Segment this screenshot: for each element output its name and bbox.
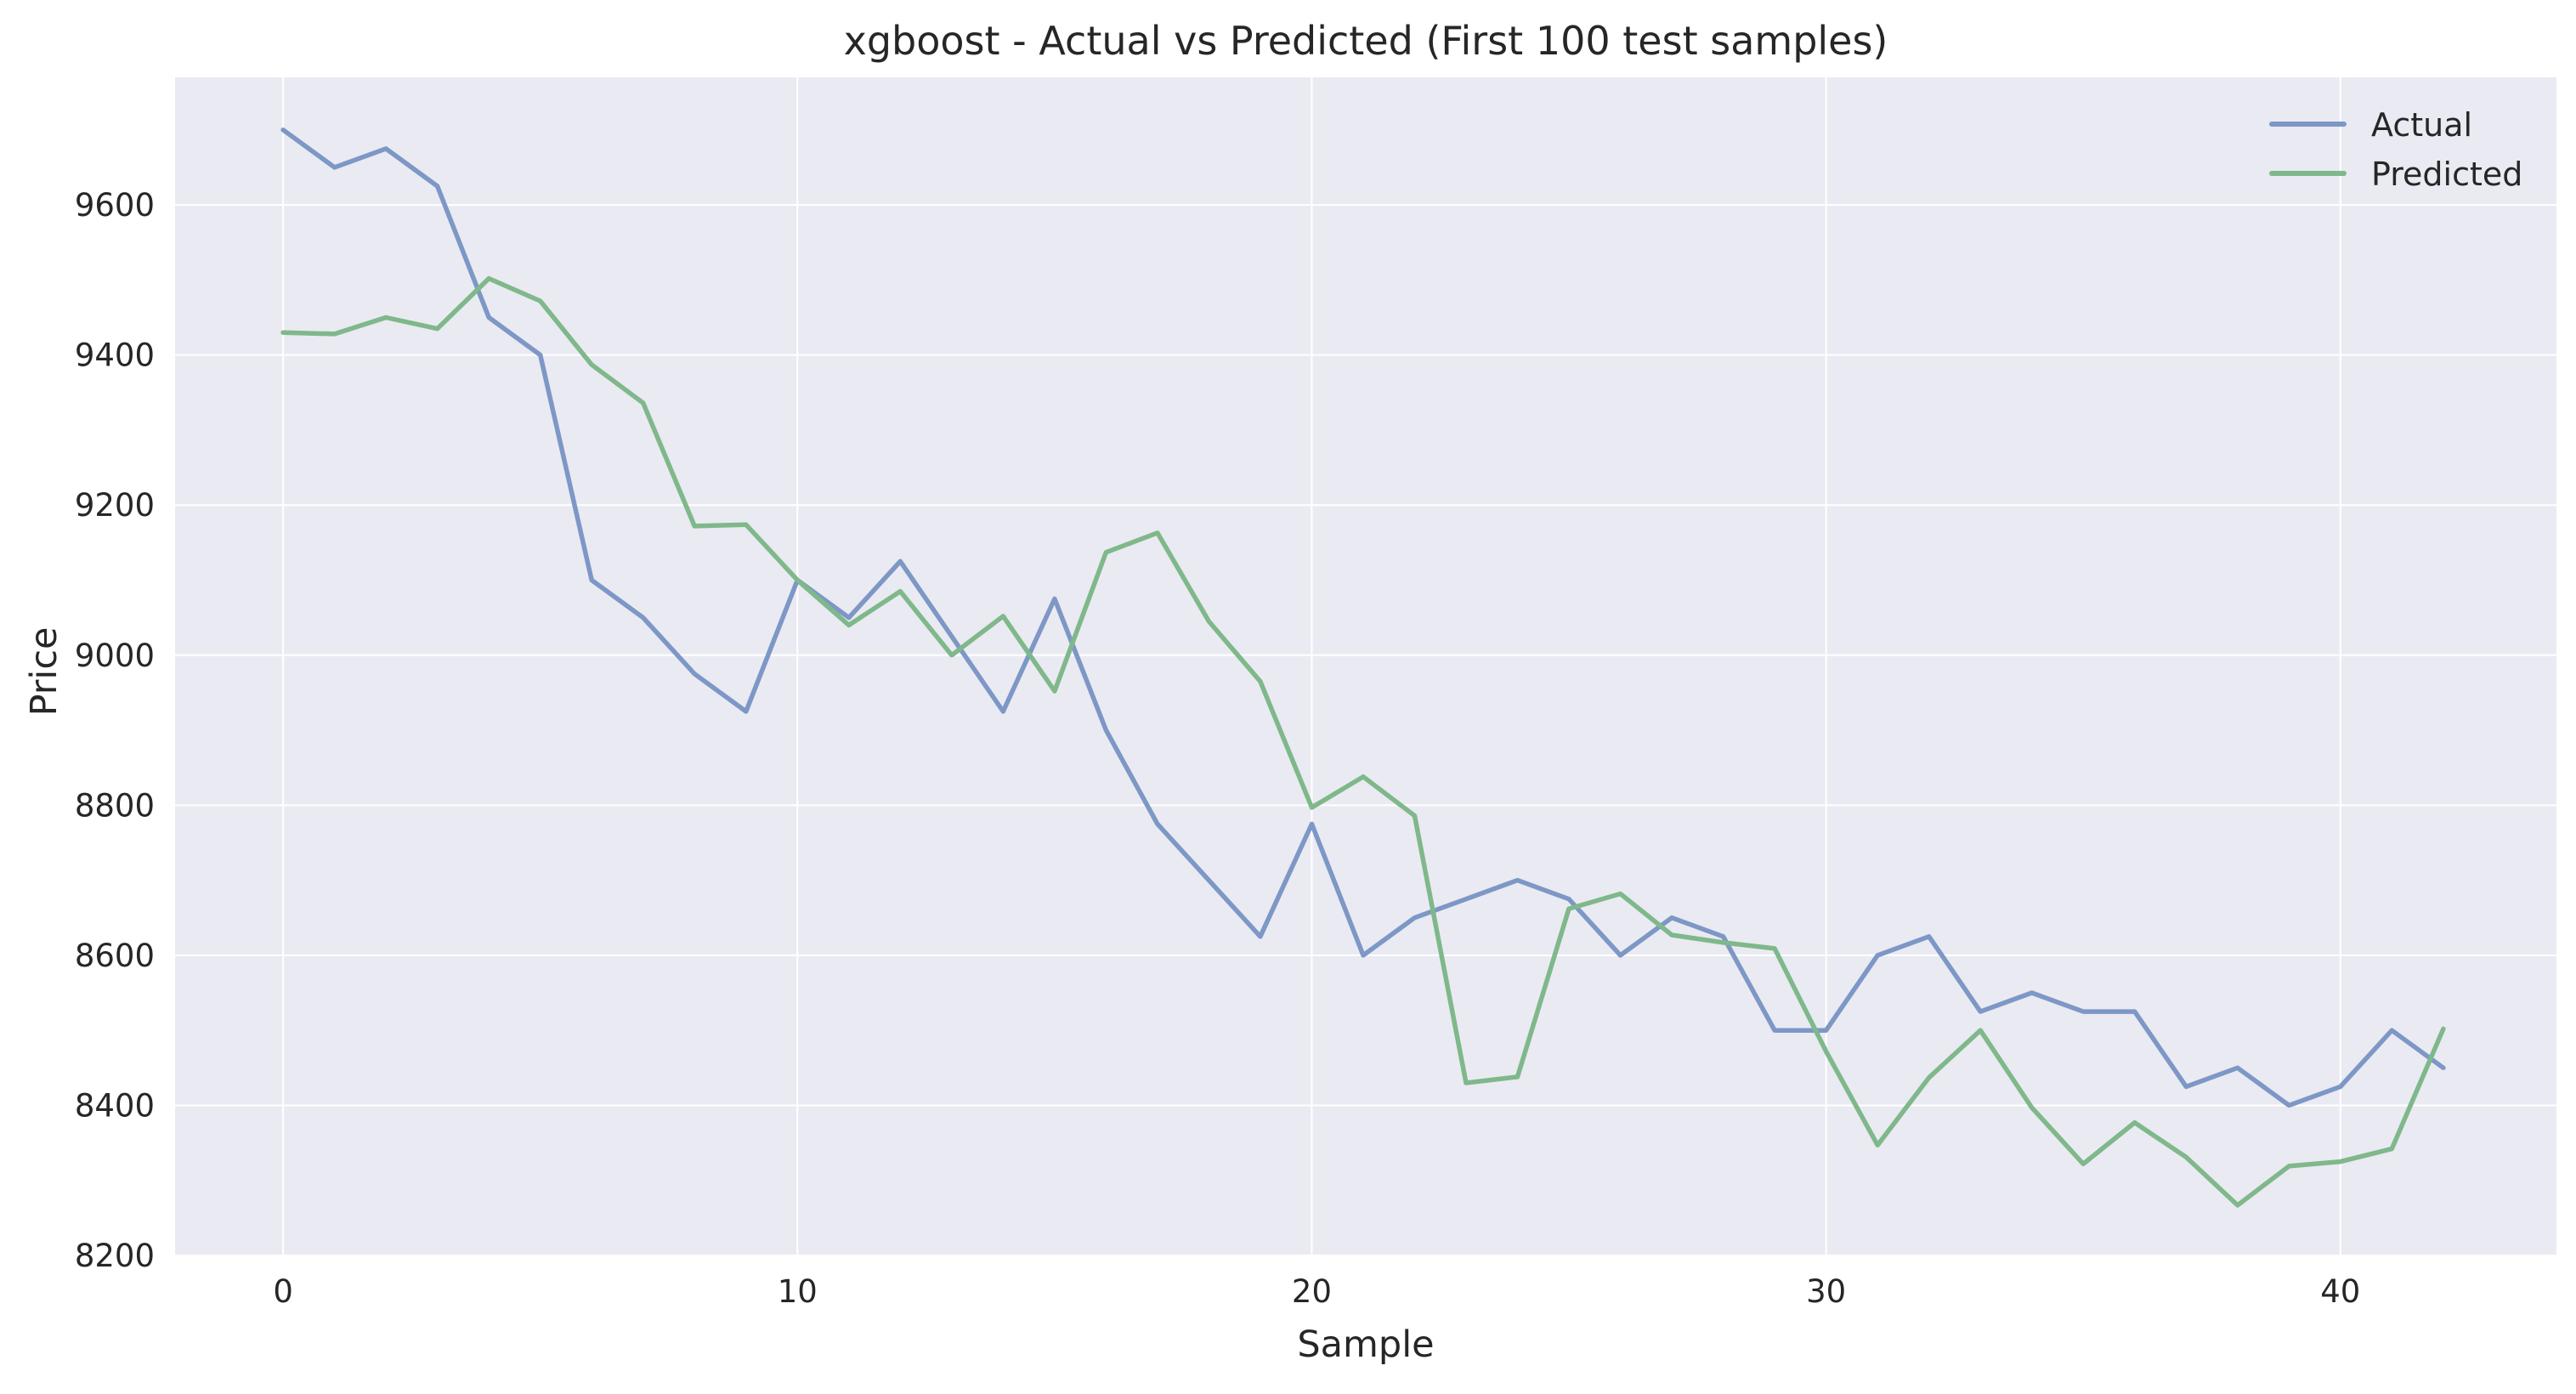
x-tick-label: 10 [778,1273,818,1310]
y-tick-label: 9600 [75,187,155,224]
y-axis-label: Price [23,627,65,717]
series-lines [280,128,2446,1208]
legend-label-predicted: Predicted [2371,156,2522,193]
chart-title: xgboost - Actual vs Predicted (First 100… [844,18,1888,64]
plot-background [175,77,2556,1255]
legend-label-actual: Actual [2371,106,2472,144]
grid-lines [175,77,2556,1256]
y-tick-label: 8600 [75,938,155,974]
legend: Actual Predicted [2269,106,2522,193]
y-tick-label: 9000 [75,638,155,674]
y-tick-label: 8400 [75,1087,155,1124]
series-line-predicted [280,275,2446,1208]
x-tick-label: 40 [2320,1273,2360,1310]
y-tick-label: 9200 [75,487,155,524]
y-tick-labels: 8200 8400 8600 8800 9000 9200 9400 9600 [75,187,155,1274]
x-axis-label: Sample [1297,1323,1434,1366]
y-tick-label: 8800 [75,787,155,824]
x-tick-label: 30 [1806,1273,1846,1310]
y-tick-label: 8200 [75,1238,155,1274]
x-tick-labels: 0 10 20 30 40 [273,1273,2360,1310]
x-tick-label: 20 [1292,1273,1332,1310]
series-line-actual [280,128,2446,1108]
x-tick-label: 0 [273,1273,293,1310]
y-tick-label: 9400 [75,337,155,374]
